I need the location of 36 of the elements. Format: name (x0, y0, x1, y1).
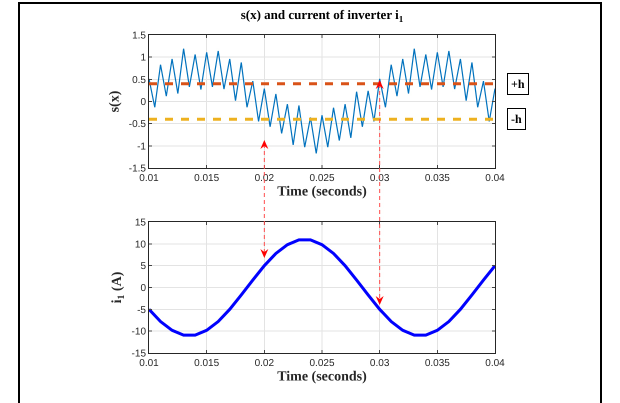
y-tick-label: 1.5 (132, 30, 146, 42)
x-tick-label: 0.035 (424, 173, 450, 184)
x-tick-label: 0.025 (309, 173, 335, 184)
x-tick-label: 0.03 (370, 173, 390, 184)
chart-title: s(x) and current of inverter i$_{1}$ (240, 7, 404, 24)
ref-line-label: -h (511, 112, 522, 126)
y-tick-label: 10 (134, 239, 146, 250)
y-tick-label: 0 (140, 283, 146, 294)
x-tick-label: 0.04 (485, 173, 506, 184)
y-tick-label: 15 (134, 218, 146, 228)
y-tick-label: 0 (140, 97, 146, 108)
line-series (149, 48, 495, 154)
y-tick-label: -1 (137, 141, 146, 152)
ref-line-label: +h (511, 77, 525, 91)
x-tick-label: 0.02 (254, 173, 274, 184)
x-tick-label: 0.01 (139, 173, 160, 184)
y-axis-title: s(x) (107, 90, 122, 112)
x-tick-label: 0.01 (139, 358, 160, 369)
x-tick-label: 0.04 (485, 358, 506, 369)
y-tick-label: 1 (140, 52, 146, 64)
y-tick-label: -15 (132, 348, 146, 360)
x-tick-label: 0.025 (309, 358, 335, 369)
y-tick-label: -0.5 (128, 119, 146, 130)
x-tick-label: 0.015 (194, 358, 220, 369)
x-axis-title: Time (seconds) (277, 184, 368, 200)
x-tick-label: 0.035 (424, 358, 450, 369)
x-tick-label: 0.015 (194, 173, 220, 184)
y-tick-label: -10 (132, 326, 146, 338)
y-tick-label: -5 (137, 304, 146, 316)
y-tick-label: -1.5 (128, 164, 146, 174)
y-tick-label: 5 (140, 261, 146, 272)
x-tick-label: 0.03 (370, 358, 390, 369)
y-tick-label: 0.5 (132, 74, 146, 86)
line-series (149, 238, 495, 337)
x-axis-title: Time (seconds) (277, 369, 368, 384)
x-tick-label: 0.02 (254, 358, 274, 369)
